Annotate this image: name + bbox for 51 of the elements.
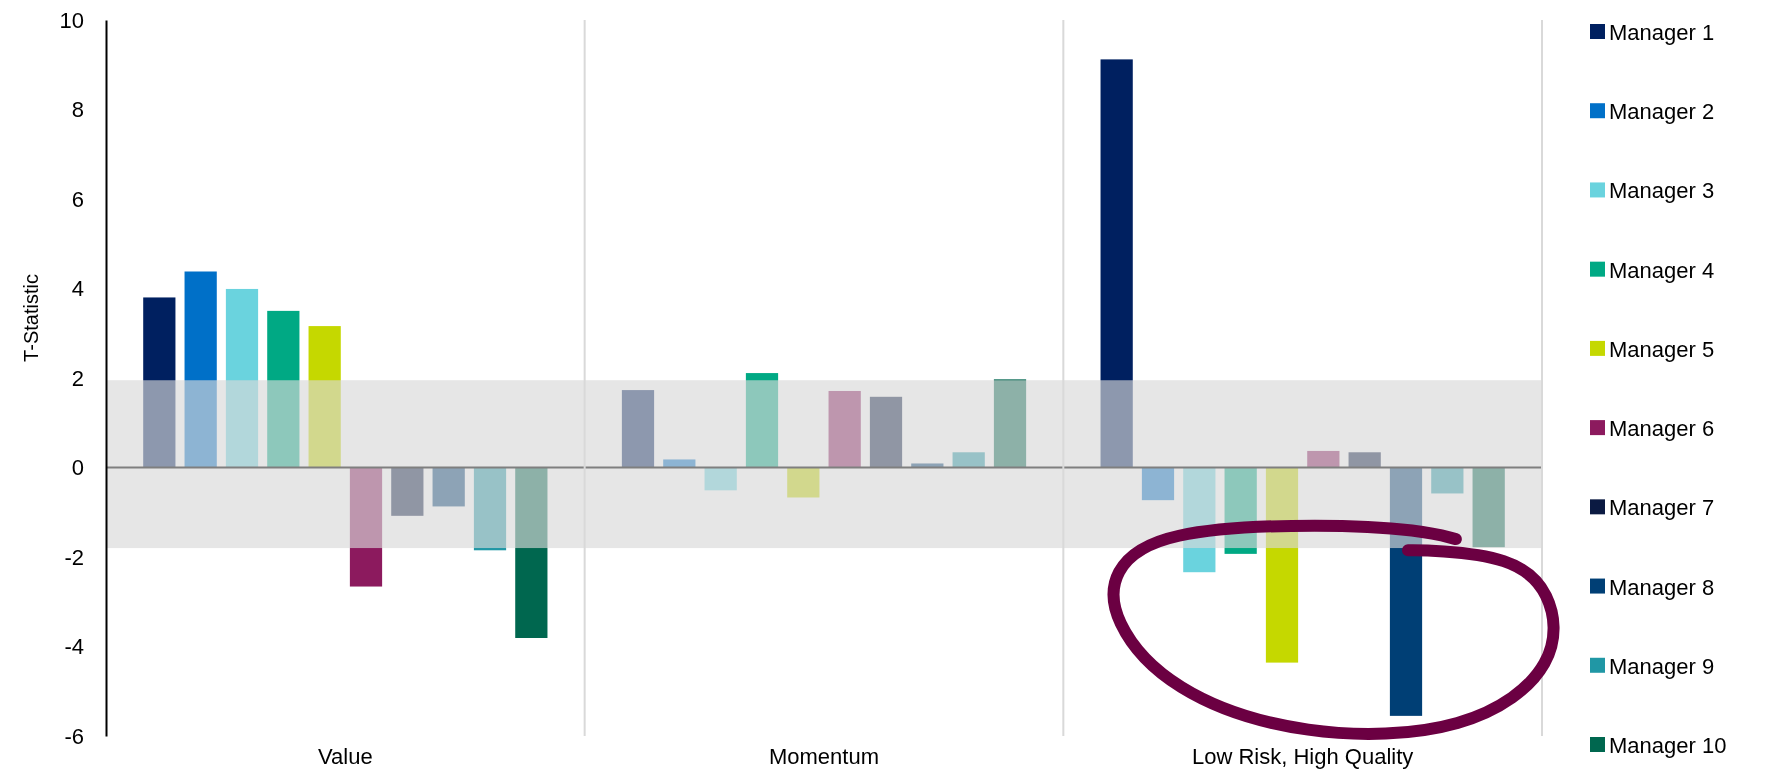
- legend-label: Manager 6: [1609, 416, 1715, 442]
- bar: [432, 467, 465, 507]
- bar: [869, 396, 903, 468]
- bar: [349, 467, 383, 587]
- legend-label: Manager 5: [1609, 336, 1715, 362]
- y-tick-label: 0: [71, 455, 84, 481]
- bar: [1348, 452, 1381, 468]
- y-axis-title: T-Statistic: [20, 274, 42, 362]
- legend-label: Manager 3: [1609, 178, 1715, 204]
- bar: [911, 463, 944, 468]
- bar: [391, 467, 424, 516]
- legend-label: Manager 7: [1609, 495, 1715, 521]
- bar: [1431, 467, 1464, 494]
- bar: [828, 390, 861, 468]
- bar: [787, 467, 820, 498]
- bar: [1265, 467, 1299, 663]
- bar: [621, 390, 655, 468]
- bar: [1100, 59, 1133, 468]
- bar: [184, 271, 217, 468]
- legend-label: Manager 2: [1609, 99, 1715, 125]
- bar: [308, 326, 341, 468]
- x-tick-label: Value: [318, 743, 373, 769]
- y-tick-label: 6: [71, 186, 84, 212]
- legend-label: Manager 9: [1609, 653, 1715, 679]
- bar: [993, 379, 1027, 468]
- y-tick-label: -4: [64, 634, 84, 660]
- x-tick-label: Momentum: [768, 743, 880, 769]
- bar: [704, 467, 737, 491]
- y-tick-label: -2: [64, 544, 84, 570]
- bar: [225, 288, 259, 468]
- bar: [745, 373, 779, 468]
- bar: [267, 310, 300, 468]
- y-tick-label: 8: [71, 97, 84, 123]
- bar: [143, 297, 176, 468]
- legend-label: Manager 10: [1609, 733, 1727, 758]
- bar: [515, 467, 548, 638]
- bar: [1141, 467, 1175, 501]
- bar: [663, 459, 696, 468]
- bar: [1307, 450, 1340, 468]
- y-tick-label: -6: [64, 723, 84, 749]
- y-tick-label: 4: [71, 276, 84, 302]
- legend-label: Manager 1: [1609, 20, 1715, 45]
- y-tick-label: 2: [71, 365, 84, 391]
- bar: [1389, 467, 1423, 716]
- bar: [1472, 467, 1505, 548]
- x-tick-label: Low Risk, High Quality: [1192, 743, 1414, 769]
- legend-label: Manager 8: [1609, 574, 1715, 600]
- y-tick-label: 10: [59, 7, 84, 33]
- bar: [952, 452, 985, 468]
- bar: [473, 467, 507, 551]
- legend-label: Manager 4: [1609, 257, 1715, 283]
